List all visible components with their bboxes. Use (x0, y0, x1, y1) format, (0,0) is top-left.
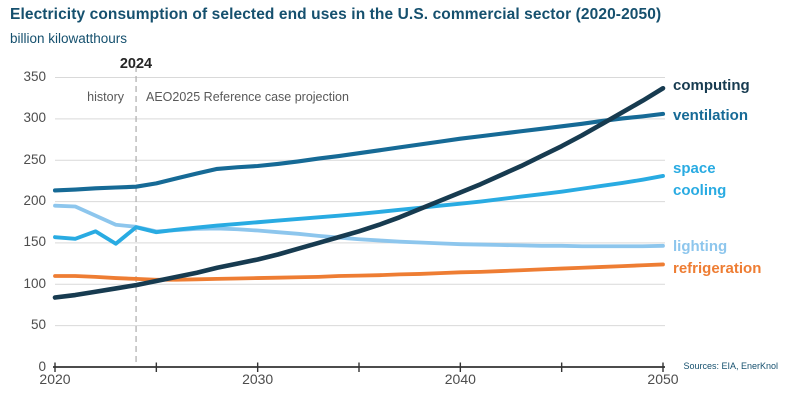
refrigeration-line (53, 262, 665, 282)
series-label-computing: computing (673, 77, 750, 94)
history-region-label: history (87, 90, 124, 104)
x-axis-label: 2030 (242, 371, 274, 387)
y-axis-label: 200 (23, 193, 46, 209)
computing-line (52, 85, 666, 300)
series-label-lighting: lighting (673, 238, 728, 255)
x-axis-label: 2020 (39, 371, 71, 387)
series-label-space-cooling: space cooling (673, 160, 727, 199)
y-axis-label: 300 (23, 110, 46, 126)
y-axis-label: 50 (30, 317, 46, 333)
y-axis-label: 250 (23, 151, 46, 167)
x-axis-label: 2050 (647, 371, 679, 387)
chart-title: Electricity consumption of selected end … (10, 6, 662, 23)
y-axis-label: 100 (23, 275, 46, 291)
divider-year-label: 2024 (119, 56, 153, 72)
ventilation-line (52, 111, 666, 193)
projection-region-label: AEO2025 Reference case projection (146, 90, 349, 104)
y-axis-label: 150 (23, 234, 46, 250)
source-note: Sources: EIA, EnerKnol (683, 361, 778, 371)
y-axis-label: 350 (23, 69, 46, 84)
space_cooling-line (53, 173, 665, 246)
series-label-refrigeration: refrigeration (673, 260, 762, 277)
y-axis-label: 0 (38, 358, 46, 374)
chart-unit-subtitle: billion kilowatthours (10, 31, 128, 46)
series-label-ventilation: ventilation (673, 107, 749, 124)
x-axis-label: 2040 (444, 371, 476, 387)
lighting-line (53, 203, 665, 249)
